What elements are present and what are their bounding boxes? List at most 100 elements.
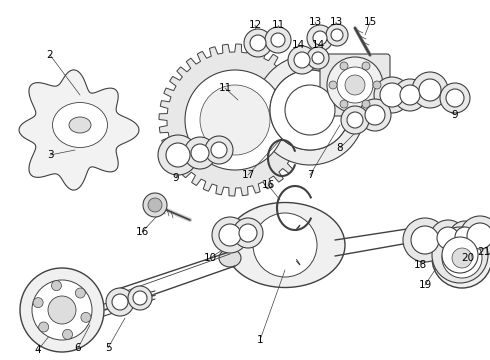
Circle shape xyxy=(403,218,447,262)
Circle shape xyxy=(432,227,488,283)
Circle shape xyxy=(446,89,464,107)
Circle shape xyxy=(112,294,128,310)
Text: 19: 19 xyxy=(418,280,432,290)
Circle shape xyxy=(430,220,466,256)
Circle shape xyxy=(48,296,76,324)
Text: 9: 9 xyxy=(452,110,458,120)
Circle shape xyxy=(340,62,348,70)
Circle shape xyxy=(326,24,348,46)
Circle shape xyxy=(294,52,310,68)
Circle shape xyxy=(81,312,91,323)
Circle shape xyxy=(400,85,420,105)
Circle shape xyxy=(432,228,490,288)
Polygon shape xyxy=(159,44,311,196)
Circle shape xyxy=(20,268,104,352)
Circle shape xyxy=(327,57,383,113)
Polygon shape xyxy=(19,70,139,190)
Circle shape xyxy=(128,286,152,310)
Circle shape xyxy=(442,238,482,278)
FancyBboxPatch shape xyxy=(320,54,390,116)
Circle shape xyxy=(200,85,270,155)
Circle shape xyxy=(312,52,324,64)
Text: 14: 14 xyxy=(311,40,325,50)
Circle shape xyxy=(106,288,134,316)
Ellipse shape xyxy=(69,117,91,133)
Circle shape xyxy=(233,218,263,248)
Circle shape xyxy=(345,75,365,95)
Circle shape xyxy=(211,142,227,158)
Text: 16: 16 xyxy=(135,227,148,237)
Circle shape xyxy=(75,288,85,298)
Text: 2: 2 xyxy=(47,50,53,60)
Text: 10: 10 xyxy=(203,253,217,263)
Text: 7: 7 xyxy=(307,170,313,180)
Circle shape xyxy=(219,224,241,246)
Circle shape xyxy=(374,77,410,113)
Text: 8: 8 xyxy=(337,143,343,153)
Circle shape xyxy=(329,81,337,89)
Circle shape xyxy=(185,70,285,170)
Circle shape xyxy=(380,83,404,107)
Circle shape xyxy=(184,137,216,169)
Circle shape xyxy=(212,217,248,253)
Text: 11: 11 xyxy=(271,20,285,30)
Circle shape xyxy=(39,322,49,332)
Circle shape xyxy=(362,100,370,108)
Text: 15: 15 xyxy=(364,17,377,27)
Circle shape xyxy=(148,198,162,212)
Circle shape xyxy=(307,47,329,69)
Text: 6: 6 xyxy=(74,343,81,353)
Circle shape xyxy=(442,237,478,273)
Circle shape xyxy=(359,99,391,131)
Circle shape xyxy=(411,226,439,254)
Circle shape xyxy=(158,135,198,175)
Text: 11: 11 xyxy=(219,83,232,93)
Circle shape xyxy=(440,83,470,113)
Ellipse shape xyxy=(415,225,435,241)
Circle shape xyxy=(63,329,73,339)
Circle shape xyxy=(239,224,257,242)
Circle shape xyxy=(166,143,190,167)
Text: 16: 16 xyxy=(261,180,274,190)
Text: 5: 5 xyxy=(105,343,111,353)
Circle shape xyxy=(412,72,448,108)
Circle shape xyxy=(373,81,381,89)
Circle shape xyxy=(455,227,475,247)
Circle shape xyxy=(33,298,43,307)
Text: 18: 18 xyxy=(414,260,427,270)
Ellipse shape xyxy=(52,103,107,148)
Ellipse shape xyxy=(225,202,345,288)
Circle shape xyxy=(270,70,350,150)
Circle shape xyxy=(270,70,350,150)
Circle shape xyxy=(133,291,147,305)
Circle shape xyxy=(265,27,291,53)
Circle shape xyxy=(362,62,370,70)
Text: 3: 3 xyxy=(47,150,53,160)
Text: 14: 14 xyxy=(292,40,305,50)
Text: 13: 13 xyxy=(329,17,343,27)
Circle shape xyxy=(51,281,61,291)
Text: 21: 21 xyxy=(477,247,490,257)
Circle shape xyxy=(250,35,266,51)
Circle shape xyxy=(365,105,385,125)
Circle shape xyxy=(255,55,365,165)
Circle shape xyxy=(341,106,369,134)
Text: 4: 4 xyxy=(35,345,41,355)
Circle shape xyxy=(452,248,472,268)
Circle shape xyxy=(191,144,209,162)
Circle shape xyxy=(437,227,459,249)
Circle shape xyxy=(244,29,272,57)
Circle shape xyxy=(419,79,441,101)
Circle shape xyxy=(467,223,490,249)
Circle shape xyxy=(205,136,233,164)
Circle shape xyxy=(288,46,316,74)
Circle shape xyxy=(347,112,363,128)
Circle shape xyxy=(143,193,167,217)
Text: 20: 20 xyxy=(462,253,474,263)
Text: 17: 17 xyxy=(242,170,255,180)
Circle shape xyxy=(331,29,343,41)
Text: 13: 13 xyxy=(308,17,321,27)
Circle shape xyxy=(253,213,317,277)
Circle shape xyxy=(32,280,92,340)
Circle shape xyxy=(340,100,348,108)
